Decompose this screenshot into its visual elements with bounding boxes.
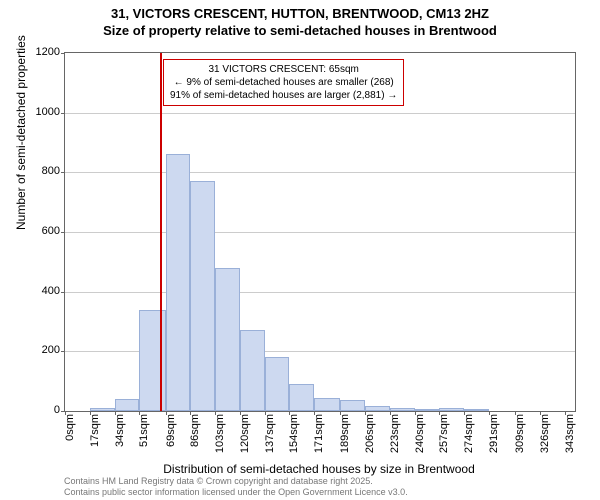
x-tick-label: 189sqm [339, 414, 351, 454]
footer-attribution: Contains HM Land Registry data © Crown c… [64, 476, 408, 498]
x-tick-label: 257sqm [438, 414, 450, 454]
x-tick-label: 120sqm [239, 414, 251, 454]
histogram-bar [390, 408, 415, 411]
x-tick-label: 69sqm [165, 414, 177, 454]
x-tick-label: 240sqm [414, 414, 426, 454]
marker-info-box: 31 VICTORS CRESCENT: 65sqm ← 9% of semi-… [163, 59, 404, 106]
info-line-1: 31 VICTORS CRESCENT: 65sqm [170, 63, 397, 76]
x-tick-label: 34sqm [114, 414, 126, 454]
histogram-bar [340, 400, 365, 411]
title-line-2: Size of property relative to semi-detach… [0, 23, 600, 40]
plot-area: 31 VICTORS CRESCENT: 65sqm ← 9% of semi-… [64, 52, 576, 412]
info-line-3: 91% of semi-detached houses are larger (… [170, 89, 397, 102]
x-tick-label: 86sqm [189, 414, 201, 454]
histogram-bar [115, 399, 140, 411]
x-tick-label: 223sqm [389, 414, 401, 454]
chart-title: 31, VICTORS CRESCENT, HUTTON, BRENTWOOD,… [0, 0, 600, 40]
y-tick-label: 0 [20, 404, 60, 416]
y-tick-label: 600 [20, 225, 60, 237]
x-tick-label: 291sqm [488, 414, 500, 454]
grid-line [65, 172, 575, 173]
y-tick-label: 1200 [20, 46, 60, 58]
histogram-bar [464, 409, 489, 411]
histogram-bar [365, 406, 390, 411]
y-tick-label: 800 [20, 165, 60, 177]
x-tick-label: 274sqm [463, 414, 475, 454]
chart-container: 31, VICTORS CRESCENT, HUTTON, BRENTWOOD,… [0, 0, 600, 500]
histogram-bar [215, 268, 240, 411]
info-line-2: ← 9% of semi-detached houses are smaller… [170, 76, 397, 89]
y-tick-label: 400 [20, 285, 60, 297]
title-line-1: 31, VICTORS CRESCENT, HUTTON, BRENTWOOD,… [0, 6, 600, 23]
x-tick-label: 154sqm [288, 414, 300, 454]
histogram-bar [240, 330, 265, 411]
marker-line [160, 53, 162, 411]
x-tick-label: 51sqm [138, 414, 150, 454]
x-axis-label: Distribution of semi-detached houses by … [64, 462, 574, 476]
x-tick-label: 137sqm [264, 414, 276, 454]
histogram-bar [314, 398, 340, 411]
footer-line-2: Contains public sector information licen… [64, 487, 408, 498]
grid-line [65, 292, 575, 293]
footer-line-1: Contains HM Land Registry data © Crown c… [64, 476, 408, 487]
grid-line [65, 113, 575, 114]
x-tick-label: 206sqm [364, 414, 376, 454]
x-tick-label: 326sqm [539, 414, 551, 454]
histogram-bar [439, 408, 464, 411]
x-tick-label: 17sqm [89, 414, 101, 454]
histogram-bar [265, 357, 290, 411]
y-axis-label: Number of semi-detached properties [14, 35, 28, 230]
histogram-bar [289, 384, 314, 411]
x-tick-label: 171sqm [313, 414, 325, 454]
x-tick-label: 0sqm [64, 414, 76, 454]
x-tick-label: 309sqm [514, 414, 526, 454]
histogram-bar [190, 181, 215, 411]
y-tick-label: 1000 [20, 106, 60, 118]
histogram-bar [90, 408, 115, 411]
x-tick-label: 103sqm [214, 414, 226, 454]
histogram-bar [415, 409, 440, 411]
x-tick-label: 343sqm [564, 414, 576, 454]
y-tick-label: 200 [20, 344, 60, 356]
histogram-bar [166, 154, 191, 411]
grid-line [65, 232, 575, 233]
